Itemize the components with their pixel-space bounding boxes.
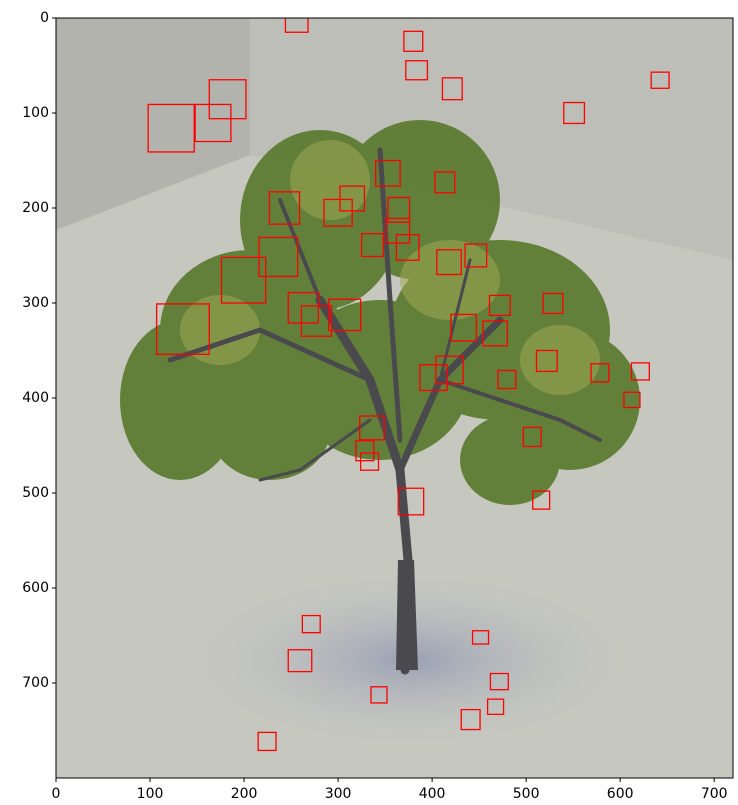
x-tick-label: 300 <box>325 786 352 802</box>
y-tick-label: 300 <box>22 295 49 311</box>
y-tick-label: 600 <box>22 580 49 596</box>
x-tick-label: 0 <box>52 786 61 802</box>
y-tick-label: 400 <box>22 390 49 406</box>
x-tick-label: 100 <box>137 786 164 802</box>
y-tick-label: 0 <box>40 10 49 26</box>
y-tick-label: 700 <box>22 675 49 691</box>
y-tick-label: 100 <box>22 105 49 121</box>
x-tick-label: 400 <box>419 786 446 802</box>
x-tick-label: 700 <box>701 786 728 802</box>
x-tick-label: 200 <box>231 786 258 802</box>
x-tick-label: 500 <box>513 786 540 802</box>
x-tick-label: 600 <box>607 786 634 802</box>
y-tick-label: 500 <box>22 485 49 501</box>
photo <box>56 18 733 778</box>
figure: 0 100 200 300 400 500 600 700 0 100 200 300 400 500 60… <box>0 0 738 805</box>
y-tick-label: 200 <box>22 200 49 216</box>
